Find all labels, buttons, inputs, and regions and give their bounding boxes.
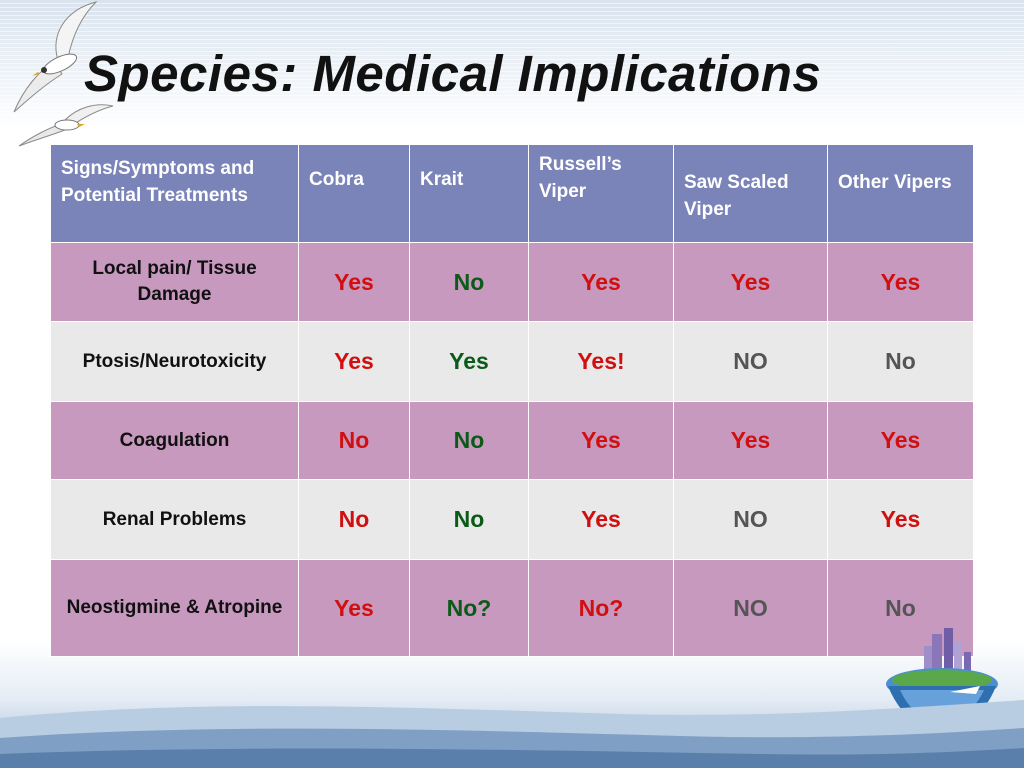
table-cell: Yes (298, 242, 410, 322)
seagull-bottom-icon (18, 104, 114, 147)
table-cell: Yes (673, 242, 828, 322)
table-row: Renal Problems No No Yes NO Yes (50, 479, 974, 560)
table-row: Coagulation No No Yes Yes Yes (50, 401, 974, 480)
slide-title: Species: Medical Implications (84, 45, 822, 102)
table-row: Local pain/ Tissue Damage Yes No Yes Yes Yes (50, 242, 974, 322)
seagull-top-icon (13, 1, 98, 113)
row-label-ptosis: Ptosis/Neurotoxicity (50, 321, 299, 402)
bottom-wave-decoration (0, 678, 1024, 768)
table-cell: Yes (298, 321, 410, 402)
row-label-neostigmine-atropine: Neostigmine & Atropine (50, 559, 299, 657)
table-header-row: Signs/Symptoms and Potential Treatments … (50, 144, 974, 243)
header-cell-other-vipers: Other Vipers (827, 144, 974, 243)
table-cell: Yes (528, 242, 674, 322)
table-cell: Yes (528, 401, 674, 480)
header-cell-symptoms: Signs/Symptoms and Potential Treatments (50, 144, 299, 243)
header-cell-cobra: Cobra (298, 144, 410, 243)
table-row: Neostigmine & Atropine Yes No? No? NO No (50, 559, 974, 657)
table-cell: NO (673, 479, 828, 560)
table-row: Ptosis/Neurotoxicity Yes Yes Yes! NO No (50, 321, 974, 402)
table-cell: Yes (298, 559, 410, 657)
table-cell: NO (673, 321, 828, 402)
header-cell-krait: Krait (409, 144, 529, 243)
row-label-coagulation: Coagulation (50, 401, 299, 480)
table-cell: Yes (827, 401, 974, 480)
row-label-local-pain: Local pain/ Tissue Damage (50, 242, 299, 322)
table-cell: No? (409, 559, 529, 657)
table-cell: No (409, 242, 529, 322)
header-cell-russells-viper: Russell’s Viper (528, 144, 674, 243)
row-label-renal-problems: Renal Problems (50, 479, 299, 560)
table-cell: Yes (827, 479, 974, 560)
table-cell: Yes (827, 242, 974, 322)
table-cell: Yes! (528, 321, 674, 402)
table-cell: No (827, 321, 974, 402)
table-cell: Yes (409, 321, 529, 402)
table-cell: No (409, 401, 529, 480)
header-cell-saw-scaled-viper: Saw Scaled Viper (673, 144, 828, 243)
table-cell: No (298, 401, 410, 480)
table-cell: NO (673, 559, 828, 657)
table-cell: No (409, 479, 529, 560)
medical-implications-table: Signs/Symptoms and Potential Treatments … (50, 144, 974, 657)
table-cell: No (298, 479, 410, 560)
table-cell: Yes (528, 479, 674, 560)
table-cell: No (827, 559, 974, 657)
table-cell: No? (528, 559, 674, 657)
table-cell: Yes (673, 401, 828, 480)
